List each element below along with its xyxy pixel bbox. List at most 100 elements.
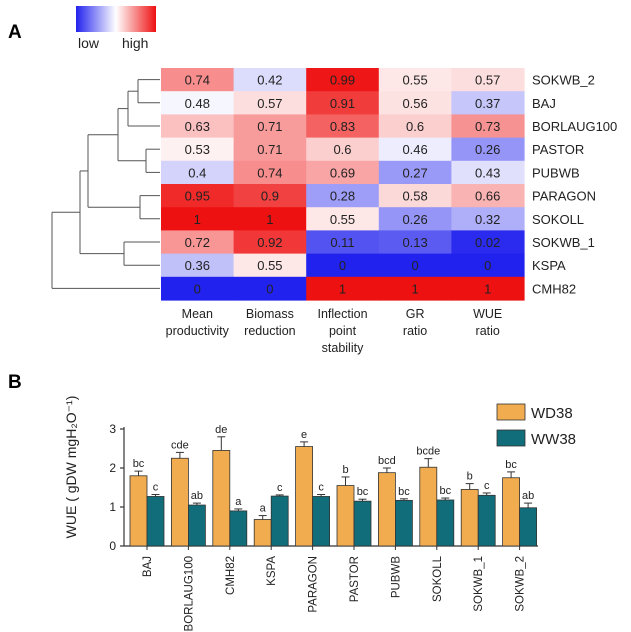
heatmap-cell-value: 0.02 (475, 235, 500, 250)
heatmap-cell (306, 253, 380, 278)
heatmap-cell (233, 230, 307, 255)
heatmap-cell (161, 114, 235, 139)
heatmap-column-label: Biomass (246, 307, 294, 321)
color-scale-high-label: high (122, 35, 148, 51)
heatmap-cell (451, 137, 525, 162)
heatmap-cell (378, 68, 452, 92)
heatmap-row-label: PARAGON (532, 189, 596, 204)
x-tick-label: SOKWB_1 (473, 556, 485, 612)
heatmap-row-label: BORLAUG100 (532, 119, 617, 134)
significance-letter: bc (505, 459, 517, 471)
heatmap-row-label: SOKOLL (532, 212, 584, 227)
heatmap-cell-value: 0.28 (330, 189, 355, 204)
heatmap-row-label: BAJ (532, 96, 556, 111)
heatmap-cell-value: 0.11 (330, 235, 354, 250)
heatmap-cell-value: 1 (339, 281, 346, 296)
x-tick-label: CMH82 (225, 556, 237, 595)
heatmap-cell (306, 114, 380, 139)
heatmap-cell-value: 0 (484, 258, 491, 273)
bar (436, 499, 455, 547)
heatmap-cell (378, 160, 452, 185)
significance-letter: b (342, 464, 348, 476)
heatmap-row-label: SOKWB_2 (532, 73, 595, 88)
heatmap-cell-value: 0.26 (402, 212, 427, 227)
heatmap-cell (378, 276, 452, 301)
bar (170, 457, 189, 547)
y-tick-label: 2 (109, 461, 116, 475)
significance-letter: e (301, 429, 307, 441)
heatmap-column-label: ratio (403, 324, 427, 338)
heatmap-cell (451, 253, 525, 278)
heatmap-cell (451, 276, 525, 301)
legend-swatch (496, 403, 526, 421)
x-tick-label: SOKOLL (432, 555, 444, 602)
heatmap-cell-value: 0.37 (475, 96, 500, 111)
significance-letter: bcde (416, 446, 440, 458)
heatmap-cell (306, 230, 380, 255)
heatmap-cell-value: 0.32 (475, 212, 500, 227)
heatmap-row-label: SOKWB_1 (532, 235, 595, 250)
bar (460, 489, 479, 547)
heatmap-cell (161, 253, 235, 278)
heatmap-cell-value: 0.55 (257, 258, 282, 273)
heatmap-cell-value: 0.74 (185, 73, 210, 88)
significance-letter: a (260, 503, 267, 515)
significance-letter: a (235, 496, 242, 508)
heatmap-cell-value: 0.13 (402, 235, 427, 250)
heatmap-row-label: CMH82 (532, 281, 576, 296)
heatmap-cell (306, 276, 380, 301)
y-tick-label: 1 (109, 500, 116, 514)
significance-letter: bc (398, 486, 410, 498)
bar-chart-error-bars (134, 436, 533, 520)
bar (502, 477, 521, 547)
bar (377, 472, 396, 547)
bar (270, 495, 289, 547)
heatmap-cell-value: 0 (266, 281, 273, 296)
heatmap-column-label: WUE (473, 307, 502, 321)
x-tick-label: BORLAUG100 (183, 556, 195, 631)
heatmap-cell-value: 0.26 (475, 142, 500, 157)
heatmap-cell (161, 230, 235, 255)
heatmap-cell (378, 137, 452, 162)
heatmap-column-label: Mean (182, 307, 213, 321)
heatmap-cell (233, 68, 307, 92)
heatmap-cell (161, 91, 235, 115)
bar (129, 475, 148, 547)
heatmap-cell (451, 184, 525, 208)
significance-letter: de (215, 424, 227, 436)
heatmap-cell-value: 0.83 (330, 119, 355, 134)
heatmap-cell (233, 276, 307, 301)
significance-letter: c (318, 482, 324, 494)
heatmap-column-label: Inflection (317, 307, 367, 321)
bar-chart-y-axis-label: WUE ( gDW mgH₂O⁻¹) (63, 396, 79, 539)
heatmap-cell (233, 137, 307, 162)
x-tick-label: PUBWB (390, 556, 402, 599)
heatmap-row-label: PUBWB (532, 165, 580, 180)
heatmap-cell-value: 0.58 (402, 189, 427, 204)
heatmap-cell (451, 230, 525, 255)
heatmap-cell (233, 91, 307, 115)
heatmap-column-label: stability (322, 341, 364, 355)
heatmap-cell-value: 0.63 (185, 119, 210, 134)
heatmap-cell-value: 0.4 (188, 165, 206, 180)
heatmap-cell-value: 0 (339, 258, 346, 273)
heatmap-cell-value: 0.66 (475, 189, 500, 204)
heatmap-cell (233, 253, 307, 278)
heatmap-cell (306, 207, 380, 231)
panel-b-label: B (8, 372, 22, 393)
heatmap-cell (233, 114, 307, 139)
heatmap-cell-value: 0.36 (185, 258, 210, 273)
heatmap-cell-value: 0.72 (185, 235, 210, 250)
heatmap-cell (451, 91, 525, 115)
y-tick-label: 0 (109, 539, 116, 553)
heatmap-cell-value: 0.42 (257, 73, 282, 88)
heatmap-column-label: reduction (244, 324, 295, 338)
heatmap-cell-value: 0.73 (475, 119, 500, 134)
x-tick-label: PASTOR (349, 556, 361, 602)
heatmap-cell-value: 0.91 (330, 96, 355, 111)
bar (187, 504, 206, 547)
bar-chart-x-tick-labels: BAJ BORLAUG100 CMH82 KSPA PARAGON PASTOR PUBWB… (142, 555, 527, 631)
heatmap-cell (161, 68, 235, 92)
bar (477, 494, 496, 547)
